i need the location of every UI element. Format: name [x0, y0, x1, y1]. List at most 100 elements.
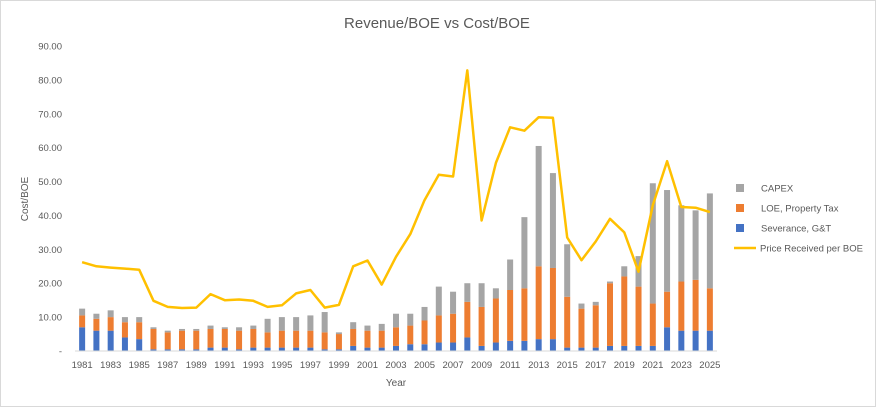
x-tick-label: 1985: [129, 360, 150, 371]
bar-capex: [521, 217, 528, 289]
bar-capex: [649, 183, 656, 304]
bar-capex: [321, 312, 328, 333]
x-tick-label: 2017: [585, 360, 606, 371]
bar-severance-g-t: [121, 337, 128, 351]
bar-severance-g-t: [507, 340, 514, 351]
bar-severance-g-t: [592, 347, 599, 351]
legend-swatch: [736, 204, 744, 212]
bar-capex: [278, 317, 285, 331]
chart-title: Revenue/BOE vs Cost/BOE: [344, 15, 530, 32]
bar-loe-property-tax: [193, 330, 200, 350]
bar-severance-g-t: [236, 349, 243, 351]
x-tick-label: 2021: [642, 360, 663, 371]
bar-loe-property-tax: [164, 332, 171, 350]
bar-loe-property-tax: [607, 283, 613, 346]
bar-loe-property-tax: [578, 308, 585, 348]
bar-severance-g-t: [521, 340, 528, 351]
legend-label: Price Received per BOE: [760, 244, 863, 255]
bar-loe-property-tax: [435, 315, 442, 343]
bar-severance-g-t: [364, 347, 371, 351]
x-tick-label: 2001: [357, 360, 378, 371]
legend-label: LOE, Property Tax: [761, 204, 839, 215]
bar-capex: [478, 283, 485, 307]
legend: CAPEX LOE, Property Tax Severance, G&T Pric…: [734, 184, 863, 255]
x-tick-label: 1999: [328, 360, 349, 371]
bar-capex: [450, 291, 457, 314]
bar-loe-property-tax: [649, 303, 656, 346]
bar-severance-g-t: [549, 339, 556, 351]
bar-severance-g-t: [179, 349, 185, 351]
bar-capex: [435, 286, 442, 316]
bar-severance-g-t: [136, 339, 143, 351]
bar-capex: [421, 306, 428, 321]
bar-loe-property-tax: [293, 330, 300, 348]
y-tick-label: 60.00: [38, 143, 62, 154]
bar-loe-property-tax: [136, 322, 143, 340]
bar-severance-g-t: [464, 337, 471, 351]
bar-capex: [492, 288, 499, 299]
bar-capex: [564, 244, 571, 297]
bar-loe-property-tax: [207, 328, 214, 348]
bar-capex: [121, 317, 128, 323]
x-tick-label: 1995: [271, 360, 292, 371]
x-axis-ticks: 1981 1983 1985 1987 1989 1991 1993 1995 1997 1999…: [72, 360, 721, 371]
x-tick-label: 1989: [186, 360, 207, 371]
price-line: [81, 69, 711, 310]
bar-loe-property-tax: [706, 288, 713, 331]
bar-loe-property-tax: [378, 330, 385, 348]
x-tick-label: 2009: [471, 360, 492, 371]
bar-capex: [250, 325, 257, 329]
bar-capex: [621, 266, 628, 277]
y-tick-label: 20.00: [38, 279, 62, 290]
x-tick-label: 2025: [699, 360, 720, 371]
bar-capex: [350, 322, 357, 329]
bar-loe-property-tax: [179, 330, 185, 350]
y-tick-label: 50.00: [38, 177, 62, 188]
x-tick-label: 1981: [72, 360, 93, 371]
x-tick-label: 2011: [500, 360, 520, 371]
bar-capex: [179, 328, 185, 331]
bar-severance-g-t: [578, 347, 585, 351]
bar-capex: [678, 205, 685, 282]
legend-swatch: [736, 224, 744, 232]
bar-capex: [207, 325, 214, 329]
line-layer: [81, 69, 711, 310]
bar-severance-g-t: [278, 347, 285, 351]
bar-loe-property-tax: [407, 325, 414, 345]
bar-severance-g-t: [321, 349, 328, 351]
bar-severance-g-t: [335, 349, 342, 351]
bar-severance-g-t: [450, 342, 457, 351]
bar-severance-g-t: [621, 345, 628, 351]
bar-capex: [464, 283, 471, 302]
bar-severance-g-t: [692, 330, 699, 351]
bar-severance-g-t: [350, 345, 357, 351]
x-tick-label: 1997: [300, 360, 321, 371]
bar-severance-g-t: [93, 330, 100, 351]
bar-loe-property-tax: [107, 317, 114, 331]
bar-loe-property-tax: [635, 286, 642, 346]
x-tick-label: 1987: [157, 360, 178, 371]
bar-loe-property-tax: [521, 288, 528, 341]
bar-loe-property-tax: [564, 296, 571, 348]
bar-capex: [164, 330, 171, 333]
bar-capex: [664, 190, 671, 292]
x-tick-label: 2015: [557, 360, 578, 371]
bar-loe-property-tax: [79, 315, 86, 328]
bar-capex: [607, 281, 613, 284]
x-tick-label: 2007: [442, 360, 463, 371]
bar-loe-property-tax: [549, 267, 556, 340]
bar-loe-property-tax: [592, 305, 599, 348]
bar-capex: [307, 315, 314, 331]
y-tick-label: 90.00: [38, 42, 62, 53]
bar-loe-property-tax: [535, 266, 542, 340]
bar-loe-property-tax: [450, 313, 457, 343]
y-tick-label: -: [59, 347, 62, 358]
bar-severance-g-t: [421, 344, 428, 351]
bar-severance-g-t: [435, 342, 442, 351]
bar-severance-g-t: [264, 347, 271, 351]
bar-severance-g-t: [607, 345, 613, 351]
bar-capex: [79, 308, 86, 316]
bar-capex: [193, 328, 200, 331]
bar-severance-g-t: [492, 342, 499, 351]
bar-loe-property-tax: [221, 328, 228, 348]
